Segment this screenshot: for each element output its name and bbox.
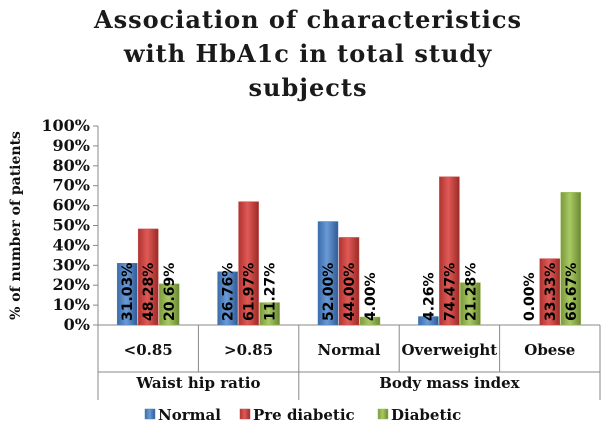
bar-pre-diabetic — [338, 237, 360, 326]
bar-pre-diabetic — [539, 258, 561, 326]
x-group-label: Waist hip ratio — [135, 374, 260, 392]
y-tick-label: 30% — [53, 255, 90, 274]
bar-diabetic — [359, 316, 381, 326]
data-label: 61.97% — [242, 263, 258, 321]
data-label: 4.26% — [421, 272, 437, 321]
x-category-label: >0.85 — [224, 341, 273, 359]
y-tick-label: 100% — [41, 116, 90, 135]
y-axis-title: % of number of patients — [8, 131, 24, 320]
legend-label: Pre diabetic — [253, 406, 355, 424]
legend-label: Normal — [158, 406, 221, 424]
data-label: 48.28% — [141, 263, 157, 321]
x-category-label: Overweight — [402, 341, 498, 359]
y-tick-label: 50% — [53, 216, 90, 235]
legend-swatch-normal — [144, 408, 156, 420]
bar-normal — [116, 263, 138, 326]
bar-diabetic — [460, 282, 481, 326]
legend-swatch-diabetic — [377, 408, 389, 420]
legend-swatch-pre-diabetic — [239, 408, 251, 420]
data-label: 11.27% — [263, 263, 279, 321]
y-tick-label: 40% — [53, 235, 90, 254]
y-tick-label: 0% — [64, 315, 90, 334]
bar-pre-diabetic — [137, 228, 159, 326]
legend-label: Diabetic — [391, 406, 461, 424]
y-tick-label: 70% — [53, 176, 90, 195]
x-group-label: Body mass index — [379, 374, 520, 392]
y-tick-label: 20% — [53, 275, 90, 294]
data-label: 4.00% — [363, 272, 379, 321]
data-label: 21.28% — [463, 263, 479, 321]
data-label: 52.00% — [321, 263, 337, 321]
chart-title-line: subjects — [249, 73, 368, 102]
bar-normal — [317, 221, 339, 326]
y-tick-label: 80% — [53, 156, 90, 175]
y-tick-label: 90% — [53, 136, 90, 155]
data-label: 44.00% — [342, 263, 358, 321]
bar-normal — [418, 316, 439, 326]
bar-diabetic — [259, 302, 280, 326]
data-label: 74.47% — [442, 263, 458, 321]
data-label: 33.33% — [543, 263, 559, 321]
y-tick-label: 10% — [53, 295, 90, 314]
bar-normal — [217, 271, 238, 326]
y-tick-label: 60% — [53, 196, 90, 215]
bar-pre-diabetic — [238, 201, 259, 326]
data-label: 20.69% — [162, 263, 178, 321]
data-label: 26.76% — [221, 263, 237, 321]
bar-diabetic — [158, 283, 180, 326]
chart-title-line: Association of characteristics — [93, 5, 522, 34]
x-category-label: Normal — [318, 341, 381, 359]
x-category-label: <0.85 — [124, 341, 173, 359]
data-label: 0.00% — [522, 272, 538, 321]
bar-pre-diabetic — [439, 176, 460, 326]
data-label: 66.67% — [564, 263, 580, 321]
data-label: 31.03% — [120, 263, 136, 321]
bar-diabetic — [560, 192, 582, 326]
chart-title-line: with HbA1c in total study — [123, 39, 492, 68]
x-category-label: Obese — [524, 341, 575, 359]
